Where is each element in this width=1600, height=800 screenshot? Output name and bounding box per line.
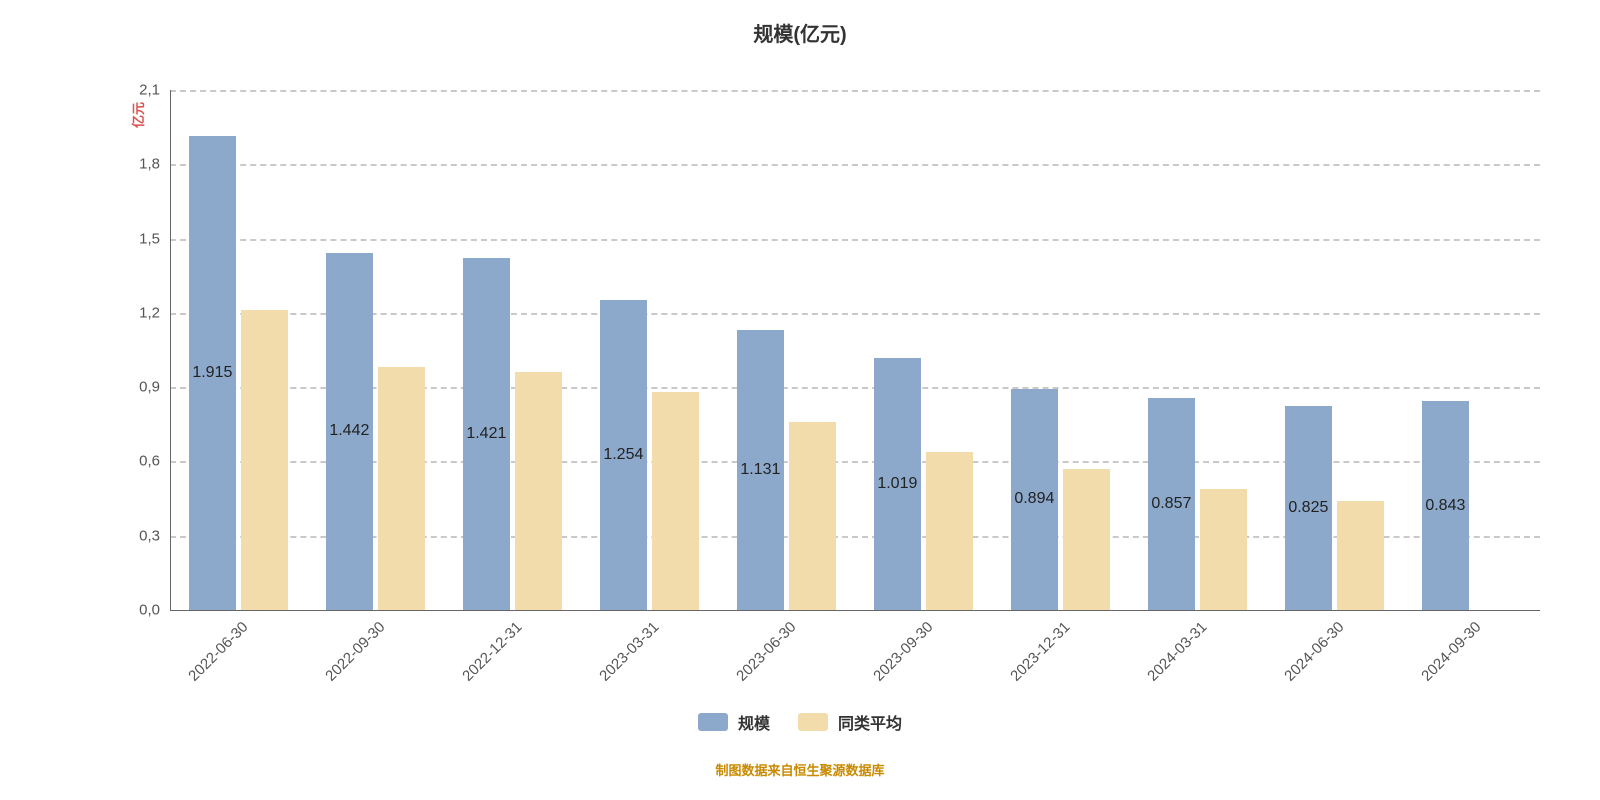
bar bbox=[926, 452, 972, 610]
bar bbox=[1337, 501, 1383, 610]
x-tick-label: 2024-06-30 bbox=[1273, 610, 1348, 685]
bar-value-label: 1.131 bbox=[740, 461, 780, 479]
bar bbox=[378, 367, 424, 610]
bar bbox=[1063, 469, 1109, 610]
y-tick-label: 0,3 bbox=[139, 527, 170, 544]
y-tick-label: 0,0 bbox=[139, 602, 170, 619]
grid-line bbox=[170, 90, 1540, 92]
y-tick-label: 1,8 bbox=[139, 156, 170, 173]
legend: 规模 同类平均 bbox=[0, 710, 1600, 734]
x-tick-label: 2023-03-31 bbox=[588, 610, 663, 685]
legend-swatch bbox=[798, 713, 828, 731]
bar-value-label: 1.421 bbox=[466, 425, 506, 443]
legend-swatch bbox=[698, 713, 728, 731]
x-tick-label: 2023-06-30 bbox=[725, 610, 800, 685]
x-tick-label: 2023-12-31 bbox=[999, 610, 1074, 685]
grid-line bbox=[170, 164, 1540, 166]
bar-value-label: 1.254 bbox=[603, 446, 643, 464]
plot-area: 0,00,30,60,91,21,51,82,11.9152022-06-301… bbox=[170, 90, 1540, 610]
bar bbox=[1200, 489, 1246, 610]
x-tick-label: 2024-03-31 bbox=[1136, 610, 1211, 685]
x-tick-label: 2024-09-30 bbox=[1410, 610, 1485, 685]
y-axis bbox=[170, 90, 171, 610]
bar bbox=[515, 372, 561, 610]
x-tick-label: 2022-09-30 bbox=[314, 610, 389, 685]
footer-note: 制图数据来自恒生聚源数据库 bbox=[0, 760, 1600, 779]
legend-label: 规模 bbox=[738, 710, 770, 734]
y-tick-label: 2,1 bbox=[139, 82, 170, 99]
y-tick-label: 1,2 bbox=[139, 304, 170, 321]
grid-line bbox=[170, 387, 1540, 389]
bar-value-label: 0.843 bbox=[1425, 497, 1465, 515]
grid-line bbox=[170, 461, 1540, 463]
legend-label: 同类平均 bbox=[838, 710, 902, 734]
bar bbox=[241, 310, 287, 610]
x-tick-label: 2023-09-30 bbox=[862, 610, 937, 685]
bar-value-label: 0.894 bbox=[1014, 490, 1054, 508]
bar-value-label: 0.857 bbox=[1151, 495, 1191, 513]
y-axis-label: 亿元 bbox=[128, 102, 147, 128]
y-tick-label: 0,6 bbox=[139, 453, 170, 470]
grid-line bbox=[170, 313, 1540, 315]
bar-value-label: 1.442 bbox=[329, 422, 369, 440]
x-axis bbox=[170, 610, 1540, 611]
chart-title: 规模(亿元) bbox=[0, 18, 1600, 47]
y-tick-label: 0,9 bbox=[139, 379, 170, 396]
x-tick-label: 2022-12-31 bbox=[451, 610, 526, 685]
bar-value-label: 1.019 bbox=[877, 475, 917, 493]
bar-value-label: 0.825 bbox=[1288, 499, 1328, 517]
bar bbox=[652, 392, 698, 610]
legend-item: 规模 bbox=[698, 710, 770, 734]
grid-line bbox=[170, 536, 1540, 538]
bar-value-label: 1.915 bbox=[192, 364, 232, 382]
x-tick-label: 2022-06-30 bbox=[177, 610, 252, 685]
y-tick-label: 1,5 bbox=[139, 230, 170, 247]
legend-item: 同类平均 bbox=[798, 710, 902, 734]
bar bbox=[789, 422, 835, 610]
grid-line bbox=[170, 239, 1540, 241]
chart-container: 规模(亿元) 0,00,30,60,91,21,51,82,11.9152022… bbox=[0, 0, 1600, 800]
